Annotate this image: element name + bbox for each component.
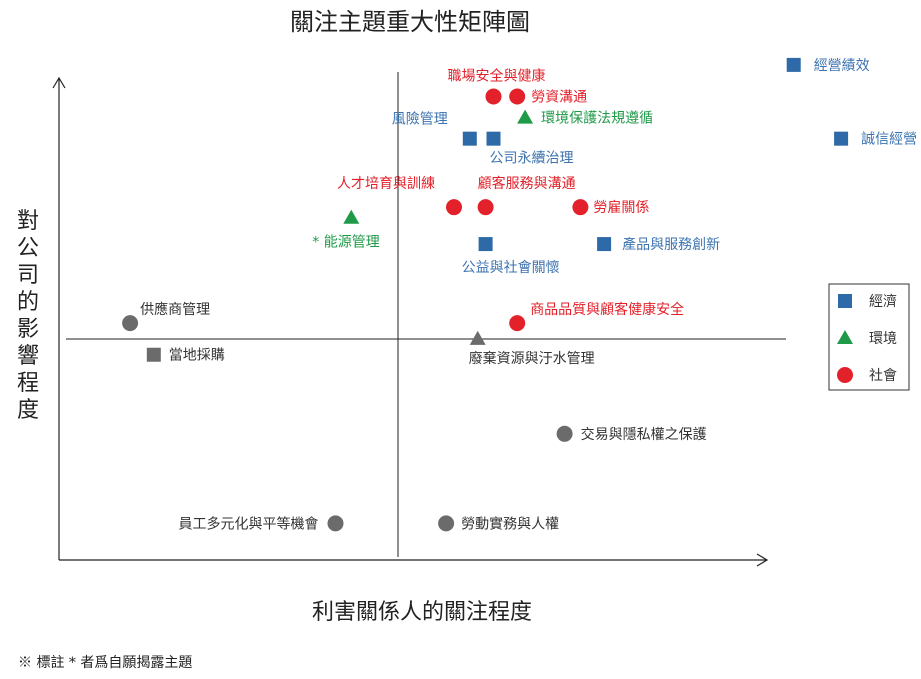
data-point-10: 職場安全與健康 [448,68,546,105]
square-marker [486,131,501,146]
data-point-13: 顧客服務與溝通 [477,175,576,216]
data-point-14: 勞雇關係 [572,199,649,216]
legend-triangle-marker [837,330,853,344]
legend-square-marker [838,294,852,308]
square-marker [146,347,161,362]
x-axis-title: 利害關係人的關注程度 [312,600,532,625]
circle-marker [327,515,344,532]
square-marker [834,131,849,146]
data-label: 勞動實務與人權 [461,515,559,532]
data-point-18: 員工多元化與平等機會 [179,515,344,532]
legend-item-2: 社會 [837,367,897,384]
data-point-19: 勞動實務與人權 [438,515,559,532]
data-point-7: 環境保護法規遵循 [517,109,653,127]
circle-marker [509,88,526,105]
data-label: 勞資溝通 [531,90,587,106]
circle-marker [446,199,462,216]
data-label: 產品與服務創新 [622,236,720,253]
triangle-marker [469,330,486,345]
data-label: 交易與隱私權之保護 [581,426,707,443]
data-point-9: 廢棄資源與汙水管理 [469,330,595,367]
triangle-marker [343,209,360,224]
data-point-17: 交易與隱私權之保護 [556,425,707,443]
square-marker [478,237,493,252]
x-axis-arrow [756,553,769,567]
data-point-16: 供應商管理 [122,301,210,332]
y-axis-title: 對公司的影響程度 [17,209,39,423]
data-label: * 能源管理 [312,235,379,251]
legend-item-0: 經濟 [838,294,897,310]
data-label: 風險管理 [392,112,448,128]
data-label: 廢棄資源與汙水管理 [469,350,595,367]
legend-circle-marker [837,367,853,383]
legend-item-1: 環境 [837,330,897,347]
triangle-marker [517,109,534,124]
data-point-11: 勞資溝通 [509,88,587,106]
data-label: 公司永續治理 [490,151,574,167]
data-point-5: 產品與服務創新 [597,236,720,253]
data-label: 人才培育與訓練 [337,176,435,192]
chart-title: 關注主題重大性矩陣圖 [290,8,530,36]
data-point-12: 人才培育與訓練 [337,176,462,216]
square-marker [462,131,477,146]
data-label: 勞雇關係 [593,199,649,216]
data-point-6: 當地採購 [146,347,225,364]
data-point-1: 誠信經營 [834,131,917,148]
circle-marker [509,315,526,332]
circle-marker [122,315,139,332]
data-label: 環境保護法規遵循 [541,110,653,127]
axes [52,72,786,567]
data-label: 經營績效 [814,58,870,74]
data-label: 職場安全與健康 [448,68,546,85]
footnote: ※ 標註 * 者爲自願揭露主題 [18,655,193,671]
data-label: 商品品質與顧客健康安全 [530,301,684,318]
data-point-8: * 能源管理 [312,209,380,251]
data-point-4: 公益與社會關懷 [462,237,560,276]
circle-marker [477,199,494,216]
square-marker [786,57,801,72]
data-label: 員工多元化與平等機會 [179,515,319,532]
circle-marker [485,88,502,105]
circle-marker [556,425,573,442]
legend-label: 社會 [869,368,897,384]
data-point-0: 經營績效 [786,57,870,74]
data-label: 當地採購 [169,348,225,364]
data-point-3: 公司永續治理 [486,131,574,167]
circle-marker [438,515,455,532]
data-label: 顧客服務與溝通 [478,175,576,192]
data-label: 公益與社會關懷 [462,260,560,276]
square-marker [597,237,612,252]
y-axis-arrow [52,76,66,89]
data-label: 誠信經營 [861,132,917,148]
data-point-2: 風險管理 [392,112,477,146]
circle-marker [572,199,589,216]
data-point-15: 商品品質與顧客健康安全 [509,301,684,332]
legend-label: 經濟 [869,294,897,310]
data-label: 供應商管理 [140,301,210,318]
legend-label: 環境 [869,331,897,347]
